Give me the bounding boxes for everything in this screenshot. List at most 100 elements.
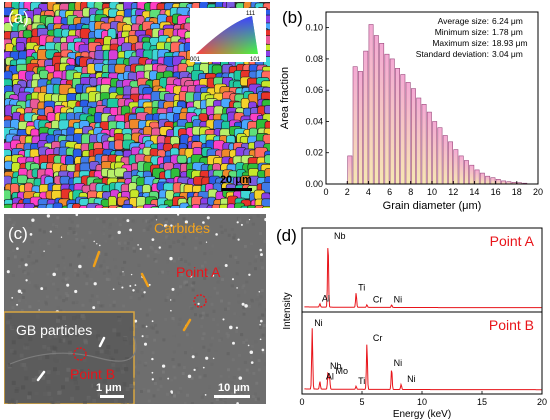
peak-label: Al: [322, 294, 330, 304]
carbide-particle: [170, 391, 174, 394]
histogram-bar: [448, 141, 453, 185]
histogram-bar: [453, 149, 459, 185]
carbide-particles: [4, 214, 266, 404]
carbide-particle: [169, 256, 173, 261]
carbide-particle: [141, 335, 144, 338]
carbide-particle: [170, 224, 173, 227]
carbide-particle: [236, 287, 238, 289]
grain-cells: [4, 2, 270, 208]
carbide-particle: [75, 214, 79, 217]
arrow-icon: [182, 318, 192, 332]
ipf-label-101: 101: [250, 57, 261, 62]
spectrum-line: [304, 248, 542, 309]
histogram-bar: [347, 155, 353, 185]
panel-label-c: (c): [8, 224, 28, 243]
carbide-particle: [145, 325, 148, 328]
carbide-particle: [66, 283, 70, 287]
peak-label: Ti: [358, 376, 365, 386]
ebsd-grain-map: [4, 2, 270, 208]
carbide-particle: [249, 350, 254, 354]
stat-value: 18.93 μm: [492, 38, 528, 48]
carbide-particle: [202, 366, 205, 369]
peak-label: Nb: [334, 231, 346, 241]
carbide-particle: [117, 230, 121, 235]
carbide-particle: [143, 342, 148, 346]
grain-cell: [121, 204, 134, 208]
grain-cell: [15, 41, 25, 52]
carbide-particle: [222, 318, 225, 321]
panel-d: Al Nb Ti Cr Ni Point A Ni Al Nb Mo Ti Cr Ni Ni Point B…: [272, 214, 548, 420]
grain-cell: [22, 29, 33, 39]
y-tick-label: 0.10: [305, 23, 323, 33]
carbide-particle: [151, 378, 154, 381]
ipf-label-001: 001: [190, 57, 201, 62]
carbide-particle: [132, 289, 135, 292]
carbide-particle: [191, 355, 195, 359]
carbide-particle: [205, 356, 209, 360]
point-a-label: Point A: [176, 264, 221, 280]
carbide-particle: [40, 287, 44, 291]
carbide-particle: [259, 338, 262, 341]
stat-label: Standard deviation:: [416, 49, 489, 59]
carbide-particle: [31, 218, 35, 222]
carbide-particle: [148, 283, 151, 286]
carbide-particle: [184, 220, 188, 224]
peak-label: Mo: [336, 366, 349, 376]
carbide-particle: [244, 304, 248, 308]
carbide-particle: [43, 250, 45, 253]
grain-cell: [264, 154, 270, 164]
spectrum-series-name: Point B: [489, 317, 534, 333]
histogram-bar: [389, 58, 395, 185]
point-a-marker: [193, 294, 207, 308]
histogram-bar: [490, 177, 496, 185]
carbide-particle: [112, 288, 115, 291]
x-tick-label: 5: [359, 397, 364, 407]
carbide-particle: [164, 224, 168, 228]
carbide-particle: [167, 377, 170, 380]
carbide-particle: [205, 241, 208, 243]
y-tick-label: 0.02: [305, 148, 323, 158]
grain-cell: [191, 204, 201, 208]
panel-c: (c) Carbides Point A GB particles Point …: [4, 214, 266, 404]
carbide-particle: [176, 214, 180, 216]
point-b-label: Point B: [70, 366, 116, 382]
histogram-bar: [411, 88, 416, 185]
spectrum-series-name: Point A: [490, 233, 535, 249]
y-axis-label: Intensity: [282, 292, 293, 329]
peak-label: Nb: [330, 361, 342, 371]
inset-image: [4, 311, 137, 404]
stat-value: 3.04 μm: [492, 49, 523, 59]
carbide-particle: [264, 217, 266, 222]
histogram-bar: [373, 35, 379, 185]
carbide-particle: [259, 248, 262, 252]
x-tick-label: 10: [427, 187, 437, 197]
histogram-bar: [458, 155, 464, 185]
grain-cell: [24, 182, 34, 193]
inset-title: GB particles: [16, 322, 93, 338]
grain-cell: [108, 196, 117, 208]
carbide-particle: [25, 279, 28, 282]
carbide-particle: [237, 238, 240, 241]
grain-cell: [114, 139, 124, 150]
carbide-particle: [130, 273, 133, 276]
carbide-particle: [248, 218, 251, 221]
inset-scale-bar: [100, 395, 124, 398]
grain-cell: [240, 98, 250, 109]
panel-label-d: (d): [276, 226, 297, 245]
carbide-particle: [158, 246, 161, 249]
carbide-particle: [134, 284, 137, 286]
grain-cell: [247, 205, 257, 208]
peak-label: Cr: [373, 294, 383, 304]
carbide-particle: [232, 341, 235, 345]
y-tick-label: 0.04: [305, 116, 323, 126]
x-tick-label: 16: [491, 187, 501, 197]
carbide-particle: [92, 306, 96, 310]
arrow-icon: [36, 370, 46, 382]
carbide-particle: [258, 290, 261, 293]
carbide-particle: [170, 309, 172, 312]
carbide-particle: [189, 275, 193, 278]
peak-label: Cr: [373, 333, 383, 343]
carbide-particle: [143, 291, 146, 294]
carbide-particle: [129, 285, 132, 287]
grain-cell: [261, 198, 270, 208]
